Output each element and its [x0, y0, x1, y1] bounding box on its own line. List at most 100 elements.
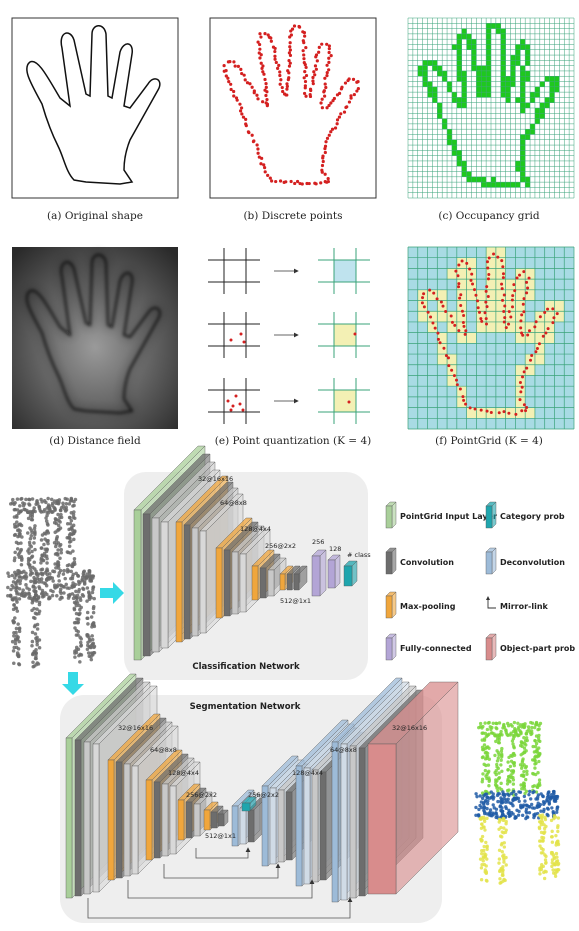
point	[464, 402, 468, 406]
point	[302, 31, 307, 35]
chair-point	[543, 858, 548, 862]
seg-label-32-up: 32@16x16	[392, 724, 427, 732]
chair-point	[40, 500, 44, 504]
chair-point	[536, 771, 540, 775]
chair-point	[494, 811, 498, 815]
chair-point	[71, 513, 76, 517]
chair-point	[79, 643, 84, 648]
chair-point	[60, 596, 64, 600]
chair-point	[17, 551, 22, 555]
occupied-cell	[505, 92, 511, 98]
occupied-cell	[500, 70, 506, 77]
point	[504, 326, 508, 330]
quant-point	[241, 408, 245, 412]
occupied-cell	[486, 23, 491, 29]
point	[301, 49, 305, 53]
point	[288, 41, 292, 45]
point	[281, 89, 285, 94]
occupied-cell	[534, 113, 540, 119]
chair-point	[69, 518, 74, 523]
pointgrid-occupied-cell	[466, 332, 477, 344]
chair-point	[24, 592, 28, 597]
legend: PointGrid Input Layer Category prob Convol…	[385, 501, 575, 661]
point	[258, 42, 262, 47]
occupied-cell	[515, 97, 521, 103]
point	[520, 385, 524, 389]
point	[462, 313, 466, 317]
point	[311, 79, 315, 83]
point	[250, 133, 254, 137]
chair-point	[90, 637, 95, 642]
cls-layer	[151, 517, 160, 653]
point	[535, 347, 539, 351]
chair-point	[496, 799, 500, 804]
seg-layer	[161, 783, 169, 857]
cls-layer	[293, 573, 300, 591]
occupied-cell	[505, 81, 511, 87]
panel-distance-field	[12, 247, 178, 429]
chair-point	[59, 550, 64, 555]
chair-point	[522, 787, 527, 791]
chair-point	[16, 622, 20, 626]
point	[252, 139, 256, 143]
pointgrid-occupied-cell	[525, 268, 535, 280]
point	[456, 274, 460, 278]
point	[303, 79, 308, 84]
point	[525, 280, 529, 284]
point	[311, 82, 315, 86]
chair-point	[37, 611, 41, 616]
point	[325, 106, 329, 110]
quant-point	[231, 404, 235, 408]
point	[455, 383, 459, 387]
point	[487, 256, 491, 260]
chair-point	[522, 736, 526, 740]
occupied-cell	[525, 134, 531, 140]
chair-point	[533, 766, 537, 770]
quant-cell	[334, 324, 356, 346]
point	[228, 60, 232, 64]
chair-point	[536, 754, 540, 758]
legend-label: Fully-connected	[400, 644, 472, 653]
chair-point	[551, 789, 556, 794]
occupied-cell	[500, 55, 506, 61]
occupied-cell	[432, 65, 438, 71]
chair-point	[503, 830, 508, 835]
seg-layer	[193, 803, 201, 837]
chair-point	[33, 611, 38, 616]
chair-point	[481, 724, 485, 729]
point	[245, 81, 250, 85]
point	[238, 102, 242, 106]
point	[526, 333, 530, 337]
seg-layer	[247, 809, 255, 843]
point	[485, 305, 489, 309]
pointgrid-occupied-cell	[515, 279, 526, 290]
point	[512, 283, 516, 287]
chair-point	[478, 817, 482, 821]
point	[292, 24, 297, 28]
occupied-cell	[539, 108, 545, 114]
chair-point	[515, 808, 519, 812]
point	[287, 51, 292, 55]
chair-point	[33, 593, 38, 598]
point	[263, 77, 267, 82]
point	[525, 366, 529, 370]
chair-point	[539, 809, 543, 813]
chair-point	[485, 816, 489, 821]
legend-label: Object-part prob	[500, 644, 575, 653]
chair-point	[494, 739, 498, 744]
point	[327, 103, 331, 108]
point	[332, 96, 336, 101]
point	[521, 302, 525, 306]
point	[485, 285, 489, 289]
chair-point	[31, 585, 35, 589]
chair-point	[534, 741, 539, 746]
occupied-cell	[495, 23, 501, 29]
point	[227, 80, 231, 84]
point	[452, 374, 456, 378]
point	[261, 70, 265, 74]
chair-point	[89, 615, 94, 619]
seg-layer	[331, 741, 339, 903]
chair-point	[17, 629, 22, 634]
point	[320, 170, 324, 174]
point	[273, 49, 277, 54]
